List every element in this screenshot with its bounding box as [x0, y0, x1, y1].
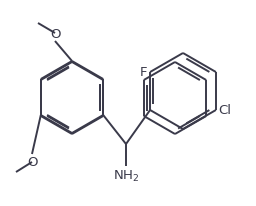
Text: O: O	[50, 28, 60, 41]
Text: Cl: Cl	[218, 104, 231, 117]
Text: O: O	[27, 155, 37, 168]
Text: NH$_2$: NH$_2$	[113, 168, 139, 183]
Text: F: F	[140, 66, 147, 79]
